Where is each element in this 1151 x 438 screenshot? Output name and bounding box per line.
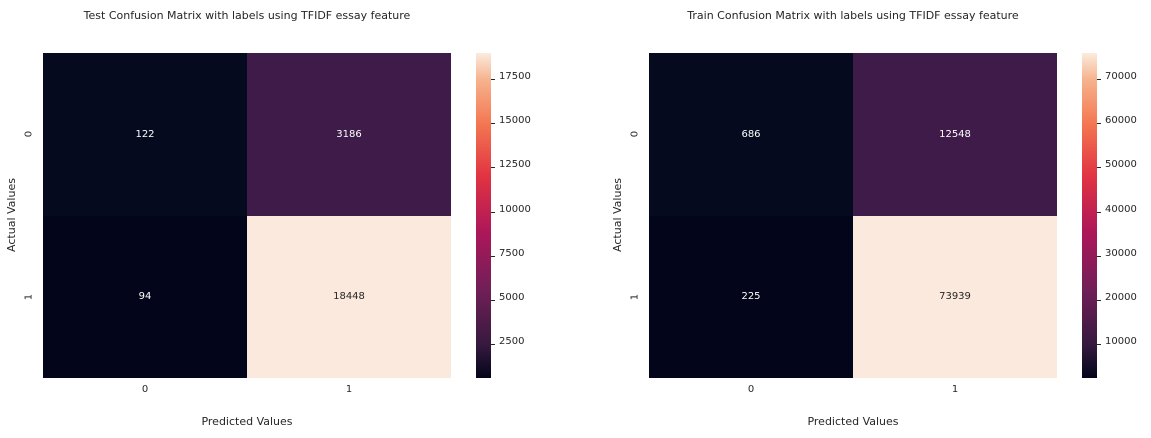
heatmap-grid: 686 12548 225 73939 <box>649 53 1057 378</box>
tick-mark <box>491 79 495 80</box>
tick-mark <box>1097 212 1101 213</box>
tick-mark <box>491 256 495 257</box>
colorbar-ticks: 17500 15000 12500 10000 7500 5000 2500 <box>491 53 545 378</box>
colorbar-ticks: 70000 60000 50000 40000 30000 20000 1000… <box>1097 53 1151 378</box>
tick-mark <box>491 344 495 345</box>
x-tick-1: 1 <box>951 384 959 395</box>
y-tick-1: 1 <box>629 293 641 301</box>
x-axis-label: Predicted Values <box>201 415 293 428</box>
test-confusion-matrix-chart: Test Confusion Matrix with labels using … <box>0 0 545 438</box>
y-axis-label: Actual Values <box>611 178 624 252</box>
tick-mark <box>1097 344 1101 345</box>
tick-mark <box>491 212 495 213</box>
colorbar-gradient <box>1082 53 1097 378</box>
chart-title: Train Confusion Matrix with labels using… <box>687 9 1019 22</box>
tick-mark <box>491 167 495 168</box>
x-axis-label: Predicted Values <box>807 415 899 428</box>
tick-mark <box>1097 123 1101 124</box>
y-tick-0: 0 <box>23 130 35 138</box>
chart-title: Test Confusion Matrix with labels using … <box>83 9 411 22</box>
colorbar-gradient <box>476 53 491 378</box>
tick-mark <box>491 123 495 124</box>
heatmap-cell-r1c0: 94 <box>43 215 247 378</box>
tick-mark <box>1097 167 1101 168</box>
tick-mark <box>1097 256 1101 257</box>
heatmap-cell-r0c1: 12548 <box>853 53 1057 216</box>
y-tick-0: 0 <box>629 130 641 138</box>
tick-mark <box>1097 300 1101 301</box>
heatmap-cell-r0c1: 3186 <box>247 53 451 216</box>
heatmap-cell-r1c0: 225 <box>649 215 853 378</box>
x-tick-0: 0 <box>141 384 149 395</box>
y-tick-1: 1 <box>23 293 35 301</box>
x-tick-0: 0 <box>747 384 755 395</box>
heatmap-cell-r1c1: 73939 <box>853 215 1057 378</box>
y-axis-label: Actual Values <box>5 178 18 252</box>
x-tick-1: 1 <box>345 384 353 395</box>
tick-mark <box>1097 79 1101 80</box>
heatmap-cell-r0c0: 122 <box>43 53 247 216</box>
tick-mark <box>491 300 495 301</box>
heatmap-cell-r1c1: 18448 <box>247 215 451 378</box>
train-confusion-matrix-chart: Train Confusion Matrix with labels using… <box>606 0 1151 438</box>
heatmap-grid: 122 3186 94 18448 <box>43 53 451 378</box>
heatmap-cell-r0c0: 686 <box>649 53 853 216</box>
